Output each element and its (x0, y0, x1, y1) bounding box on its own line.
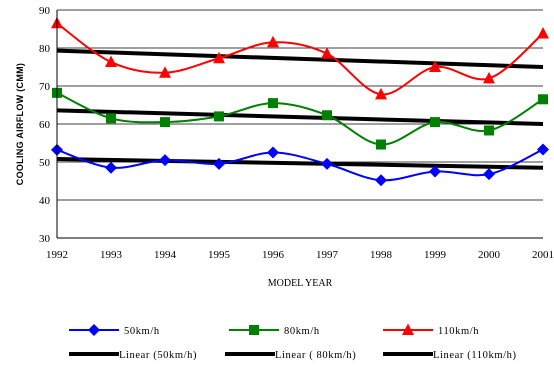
legend-label: Linear ( 80km/h) (275, 350, 356, 361)
data-point (267, 35, 279, 48)
data-point (429, 60, 441, 72)
data-point (321, 157, 333, 170)
x-tick-label: 1994 (154, 249, 177, 261)
legend-marker (249, 325, 259, 335)
data-point (429, 165, 441, 178)
series-lines (56, 22, 544, 182)
x-tick-label: 1993 (100, 249, 123, 261)
legend-label: 80km/h (284, 326, 320, 337)
data-point (160, 117, 170, 128)
data-point (267, 146, 279, 159)
y-tick-label: 30 (39, 233, 51, 245)
y-tick-label: 90 (39, 5, 51, 17)
trendline (56, 48, 544, 69)
data-point (321, 47, 333, 59)
data-point (376, 139, 386, 150)
trendlines (56, 48, 544, 170)
data-point (105, 161, 117, 174)
x-tick-labels: 1992 1993 1994 1995 1996 1997 1998 1999 2000 2001 (46, 249, 554, 261)
x-tick-label: 1999 (424, 249, 447, 261)
legend-label: 50km/h (124, 326, 160, 337)
data-point (483, 71, 495, 84)
series-line (56, 148, 544, 182)
data-point (537, 27, 549, 39)
x-tick-label: 1996 (262, 249, 285, 261)
trendline (56, 108, 544, 126)
x-tick-label: 2001 (532, 249, 554, 261)
y-tick-labels: 30 40 50 60 70 80 90 (39, 5, 51, 245)
series-line (56, 22, 544, 96)
data-point (105, 55, 117, 68)
y-axis-title: COOLING AIRFLOW (CMM) (15, 63, 25, 185)
data-point (159, 66, 171, 78)
x-tick-label: 1995 (208, 249, 231, 261)
y-tick-label: 40 (39, 195, 51, 207)
data-point (375, 174, 387, 187)
x-tick-label: 2000 (478, 249, 501, 261)
series-markers (51, 16, 549, 187)
data-point (214, 111, 224, 122)
data-point (159, 154, 171, 167)
legend-label: 110km/h (438, 326, 479, 337)
y-tick-label: 70 (39, 81, 51, 93)
legend-marker (402, 323, 414, 335)
legend-label: Linear (50km/h) (119, 350, 197, 361)
data-point (375, 87, 387, 100)
data-point (322, 110, 332, 121)
data-point (484, 125, 494, 136)
x-tick-label: 1998 (370, 249, 393, 261)
y-tick-label: 50 (39, 157, 51, 169)
legend-label: Linear (110km/h) (433, 350, 517, 361)
data-point (538, 94, 548, 105)
data-point (106, 113, 116, 124)
x-axis-title: MODEL YEAR (268, 278, 333, 289)
data-point (213, 157, 225, 170)
data-point (213, 51, 225, 64)
data-point (483, 168, 495, 181)
legend: 50km/h 80km/h 110km/h Linear (50km/h) Linear… (69, 323, 517, 361)
trendline (56, 156, 544, 170)
y-tick-label: 60 (39, 119, 51, 131)
x-tick-label: 1992 (46, 249, 68, 261)
data-point (537, 143, 549, 156)
series-line (56, 91, 544, 146)
data-point (430, 117, 440, 128)
x-tick-label: 1997 (316, 249, 339, 261)
data-point (268, 98, 278, 109)
legend-marker (88, 324, 100, 336)
y-tick-label: 80 (39, 43, 51, 55)
